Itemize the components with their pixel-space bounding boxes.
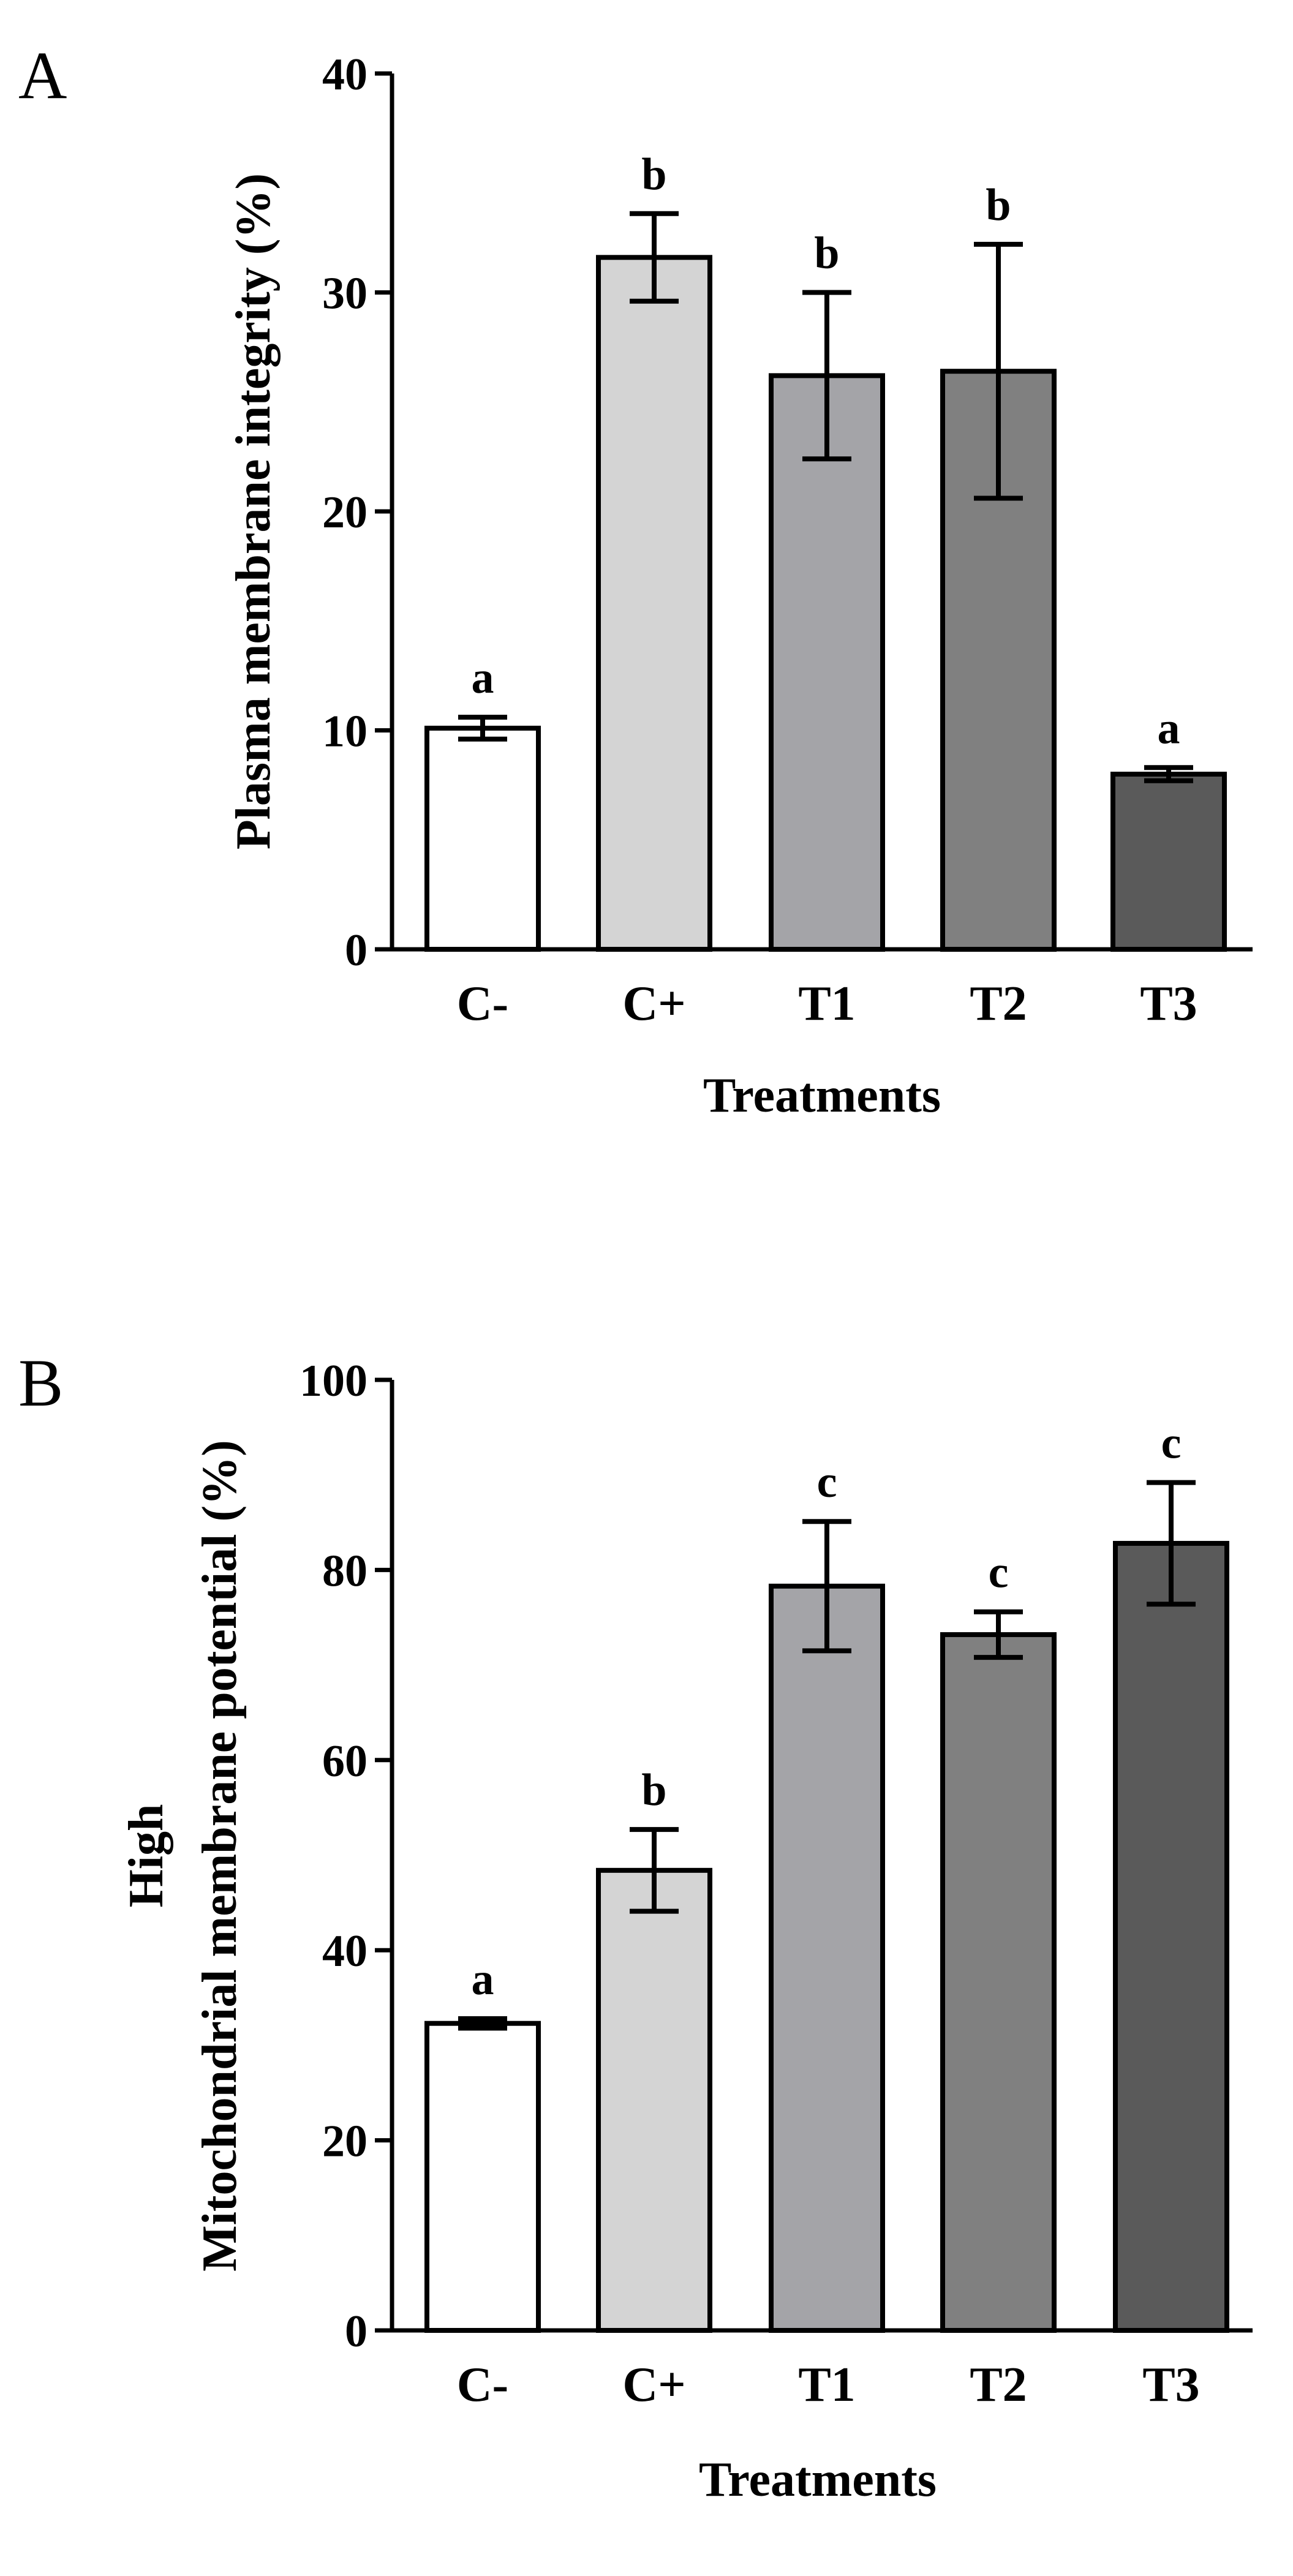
panel-b-category-label-1: C+ bbox=[622, 2358, 685, 2412]
panel-b-category-labels: C- C+ T1 T2 T3 bbox=[457, 2358, 1200, 2412]
panel-b-significance-0: a bbox=[472, 1954, 494, 2005]
panel-b-significance-3: c bbox=[989, 1548, 1009, 1598]
panel-b-bar-cminus bbox=[424, 2021, 541, 2333]
panel-b-significance-1: b bbox=[641, 1765, 666, 1815]
panel-b-bar-cplus bbox=[596, 1867, 712, 2333]
panel-a: A 0 10 20 30 40 a b b b a C- C+ T1 T2 T3 Plasma memb… bbox=[18, 38, 1253, 1123]
panel-a-bars bbox=[424, 255, 1227, 952]
panel-b-bars bbox=[424, 1540, 1229, 2333]
panel-a-error-bar-4 bbox=[1144, 765, 1193, 783]
panel-b: B 0 20 40 60 80 100 a b c c c C- C+ T1 T2 T3 High Mit… bbox=[18, 1346, 1253, 2507]
panel-a-category-label-0: C- bbox=[457, 977, 508, 1031]
panel-a-y-tick-label-4: 40 bbox=[322, 50, 368, 100]
panel-b-error-bar-2 bbox=[802, 1519, 851, 1654]
panel-b-y-tick-label-1: 20 bbox=[322, 2117, 368, 2167]
panel-a-significance-0: a bbox=[472, 653, 494, 703]
panel-a-y-tick-label-3: 30 bbox=[322, 269, 368, 319]
panel-b-y-tick-label-5: 100 bbox=[300, 1356, 368, 1406]
panel-a-error-bar-2 bbox=[802, 290, 851, 462]
panel-a-category-label-4: T3 bbox=[1140, 977, 1197, 1031]
panel-b-y-tick-label-3: 60 bbox=[322, 1736, 368, 1787]
panel-a-significance-4: a bbox=[1158, 703, 1180, 753]
panel-b-error-bar-0 bbox=[458, 2016, 507, 2031]
panel-a-error-bars bbox=[458, 211, 1193, 783]
panel-b-category-label-4: T3 bbox=[1142, 2358, 1199, 2412]
panel-a-significance-2: b bbox=[814, 228, 839, 279]
panel-b-letter: B bbox=[18, 1346, 63, 1420]
panel-a-letter: A bbox=[18, 38, 67, 113]
panel-b-significance-4: c bbox=[1161, 1418, 1182, 1469]
panel-b-y-tick-label-0: 0 bbox=[345, 2307, 368, 2357]
panel-a-error-bar-0 bbox=[458, 715, 507, 742]
panel-a-x-axis-title: Treatments bbox=[703, 1069, 941, 1123]
panel-b-error-bar-4 bbox=[1147, 1480, 1196, 1607]
panel-b-significance-labels: a b c c c bbox=[472, 1418, 1182, 2005]
panel-b-y-tick-label-4: 80 bbox=[322, 1546, 368, 1596]
panel-a-significance-labels: a b b b a bbox=[472, 149, 1180, 753]
panel-a-category-labels: C- C+ T1 T2 T3 bbox=[457, 977, 1197, 1031]
panel-b-error-bar-3 bbox=[974, 1609, 1023, 1660]
panel-b-y-tick-label-2: 40 bbox=[322, 1926, 368, 1976]
panel-a-error-bar-3 bbox=[974, 241, 1023, 501]
panel-a-y-tick-label-0: 0 bbox=[345, 925, 368, 976]
panel-b-y-axis-title-line1: High bbox=[119, 1804, 173, 1908]
panel-a-significance-1: b bbox=[641, 149, 666, 200]
panel-b-bar-t3 bbox=[1113, 1540, 1229, 2333]
panel-b-category-label-0: C- bbox=[457, 2358, 508, 2412]
panel-b-x-axis-title: Treatments bbox=[699, 2453, 937, 2507]
panel-b-category-label-2: T1 bbox=[798, 2358, 855, 2412]
panel-a-category-label-2: T1 bbox=[798, 977, 855, 1031]
panel-a-significance-3: b bbox=[986, 180, 1011, 230]
panel-b-bar-t1 bbox=[769, 1583, 885, 2333]
panel-b-error-bar-1 bbox=[630, 1827, 679, 1914]
panel-a-y-axis-title: Plasma membrane integrity (%) bbox=[227, 173, 281, 849]
panel-a-bar-cplus bbox=[596, 255, 712, 952]
panel-a-y-tick-label-2: 20 bbox=[322, 488, 368, 538]
panel-b-error-bars bbox=[458, 1480, 1196, 2031]
panel-a-y-ticks: 0 10 20 30 40 bbox=[322, 50, 392, 976]
panel-a-category-label-3: T2 bbox=[970, 977, 1027, 1031]
panel-b-significance-2: c bbox=[817, 1457, 837, 1507]
panel-b-category-label-3: T2 bbox=[970, 2358, 1027, 2412]
panel-a-bar-t1 bbox=[769, 373, 885, 952]
panel-a-y-tick-label-1: 10 bbox=[322, 707, 368, 757]
panel-b-y-ticks: 0 20 40 60 80 100 bbox=[300, 1356, 392, 2357]
panel-a-bar-cminus bbox=[424, 725, 541, 952]
panel-b-y-axis-title-line2: Mitochondrial membrane potential (%) bbox=[193, 1440, 247, 2272]
panel-a-category-label-1: C+ bbox=[622, 977, 685, 1031]
panel-b-bar-t2 bbox=[940, 1632, 1057, 2333]
panel-a-error-bar-1 bbox=[630, 211, 679, 304]
panel-a-bar-t3 bbox=[1110, 772, 1227, 952]
